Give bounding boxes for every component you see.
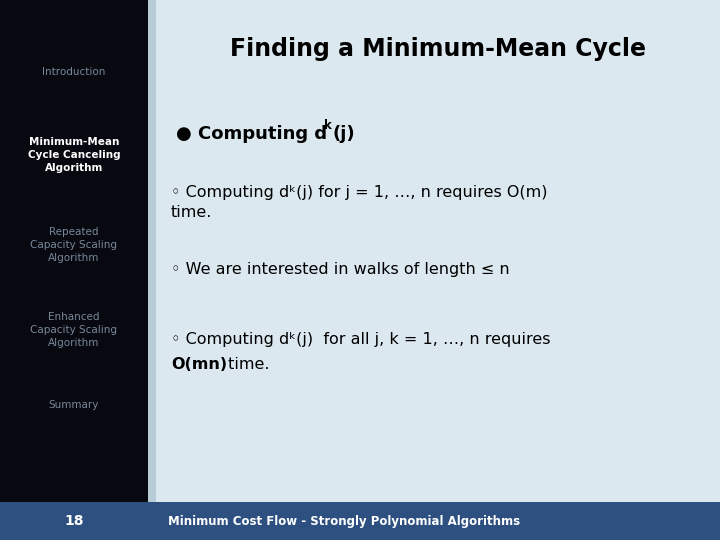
Text: Finding a Minimum-Mean Cycle: Finding a Minimum-Mean Cycle	[230, 37, 646, 61]
Text: Summary: Summary	[49, 400, 99, 410]
FancyBboxPatch shape	[0, 502, 720, 540]
Text: ◦ Computing dᵏ(j)  for all j, k = 1, …, n requires: ◦ Computing dᵏ(j) for all j, k = 1, …, n…	[171, 332, 551, 347]
Text: ◦ Computing dᵏ(j) for j = 1, …, n requires O(m)
time.: ◦ Computing dᵏ(j) for j = 1, …, n requir…	[171, 185, 547, 220]
Text: 18: 18	[64, 514, 84, 528]
FancyBboxPatch shape	[148, 0, 156, 540]
Text: Enhanced
Capacity Scaling
Algorithm: Enhanced Capacity Scaling Algorithm	[30, 312, 117, 348]
Text: Repeated
Capacity Scaling
Algorithm: Repeated Capacity Scaling Algorithm	[30, 227, 117, 263]
Text: (j): (j)	[333, 125, 356, 143]
Text: k: k	[324, 119, 332, 132]
Text: ● Computing d: ● Computing d	[176, 125, 327, 143]
Text: ◦ We are interested in walks of length ≤ n: ◦ We are interested in walks of length ≤…	[171, 262, 510, 277]
Text: time.: time.	[223, 357, 269, 372]
Text: Introduction: Introduction	[42, 67, 106, 77]
Text: Minimum-Mean
Cycle Canceling
Algorithm: Minimum-Mean Cycle Canceling Algorithm	[27, 137, 120, 173]
Text: Minimum Cost Flow - Strongly Polynomial Algorithms: Minimum Cost Flow - Strongly Polynomial …	[168, 515, 520, 528]
FancyBboxPatch shape	[0, 0, 148, 540]
Text: O(mn): O(mn)	[171, 357, 227, 372]
